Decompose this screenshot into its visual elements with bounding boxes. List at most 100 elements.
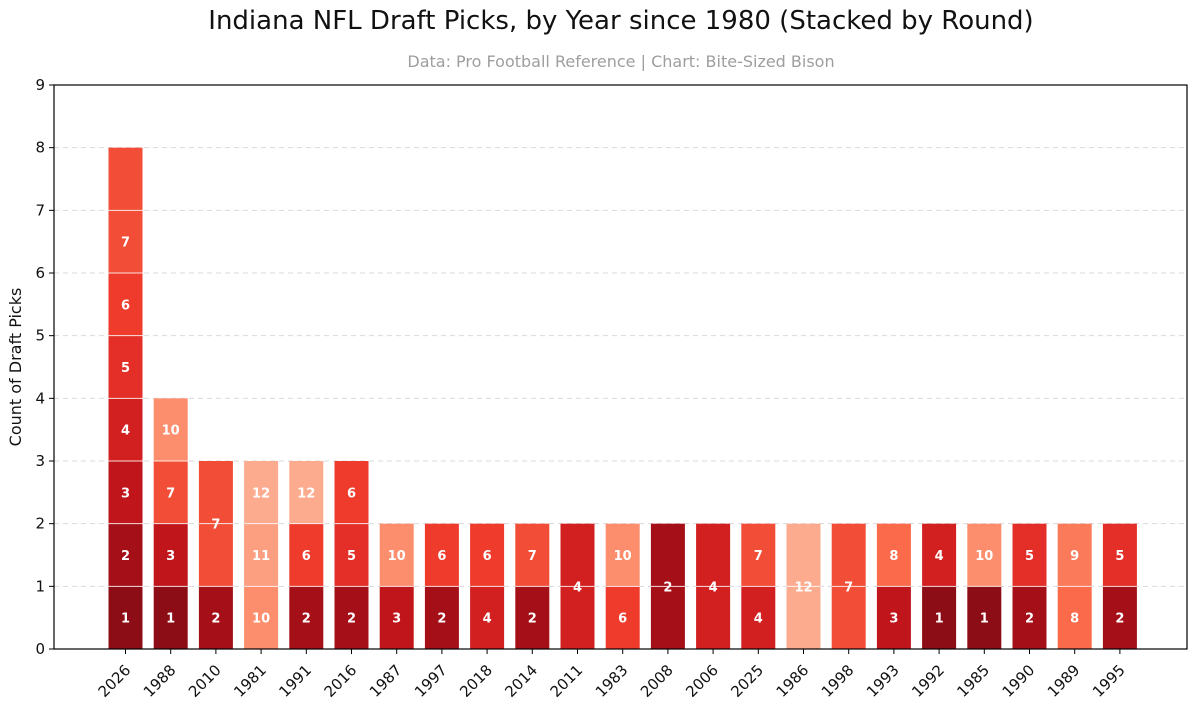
bar-segment: [1012, 586, 1047, 649]
bar-segment: [244, 461, 279, 524]
segment-label: 5: [347, 549, 356, 564]
segment-label: 6: [302, 549, 311, 564]
segment-label: 4: [121, 424, 130, 439]
segment-label: 1: [980, 612, 989, 627]
x-tick-label: 1983: [592, 661, 632, 701]
bar-segment: [424, 523, 459, 587]
segment-label: 6: [121, 298, 130, 313]
bar-segment: [153, 398, 188, 461]
x-tick-label: 1995: [1089, 661, 1129, 701]
y-tick-label: 7: [35, 201, 45, 219]
bar-segment: [515, 586, 550, 649]
bar-segment: [289, 461, 324, 524]
bar-segment: [1057, 523, 1092, 587]
x-tick-label: 1997: [411, 661, 451, 701]
segment-label: 7: [844, 580, 853, 595]
bar-segment: [470, 586, 505, 649]
x-tick-label: 1981: [230, 661, 270, 701]
bars: [108, 147, 1137, 649]
segment-label: 7: [166, 486, 175, 501]
bar-segment: [1057, 586, 1092, 649]
x-tick-label: 1987: [366, 661, 406, 701]
x-tick-label: 2014: [501, 661, 541, 701]
y-tick-label: 5: [35, 327, 45, 345]
bar-segment: [108, 273, 143, 336]
plot-frame: [53, 84, 1188, 650]
bar-segment: [379, 586, 414, 649]
bar-segment: [967, 523, 1002, 587]
segment-label: 10: [614, 549, 632, 564]
segment-label: 1: [935, 612, 944, 627]
segment-label: 2: [347, 612, 356, 627]
y-tick-label: 6: [35, 264, 45, 282]
x-tick-label: 1989: [1044, 661, 1084, 701]
segment-label: 2: [121, 549, 130, 564]
y-tick-label: 3: [35, 452, 45, 470]
segment-label: 3: [166, 549, 175, 564]
x-tick-label: 2018: [456, 661, 496, 701]
x-tick-label: 1986: [773, 661, 813, 701]
segment-label: 4: [573, 580, 582, 595]
bar-segment: [244, 586, 279, 649]
segment-label: 4: [754, 612, 763, 627]
bar-segment: [741, 586, 776, 649]
y-axis: 0 1 2 3 4 5 6 7 8 9: [35, 76, 54, 658]
bar-segment: [153, 523, 188, 587]
bar-segment: [1102, 586, 1137, 649]
bar-segment: [831, 586, 866, 649]
segment-label: 7: [528, 549, 537, 564]
segment-label: 2: [437, 612, 446, 627]
segment-label: 6: [347, 486, 356, 501]
bar-segment: [334, 586, 369, 649]
segment-label: 6: [483, 549, 492, 564]
y-tick-label: 4: [35, 389, 45, 407]
segment-label: 2: [302, 612, 311, 627]
bar-segment: [108, 586, 143, 649]
bar-segment: [198, 461, 233, 524]
segment-label: 3: [889, 612, 898, 627]
x-tick-label: 2011: [547, 661, 587, 701]
segment-label: 8: [1070, 612, 1079, 627]
segment-label: 7: [121, 236, 130, 251]
segment-label: 12: [297, 486, 315, 501]
y-tick-label: 0: [35, 640, 45, 658]
segment-label: 9: [1070, 549, 1079, 564]
bar-segment: [605, 586, 640, 649]
segment-label: 5: [121, 361, 130, 376]
x-tick-label: 1990: [999, 661, 1039, 701]
bar-segment: [379, 523, 414, 587]
y-tick-label: 2: [35, 515, 45, 533]
bar-segment: [1012, 523, 1047, 587]
segment-label: 4: [935, 549, 944, 564]
bar-segment: [108, 335, 143, 399]
bar-segment: [153, 461, 188, 524]
x-tick-label: 2026: [95, 661, 135, 701]
segment-label: 5: [1115, 549, 1124, 564]
bar-segment: [108, 523, 143, 587]
segment-label: 7: [211, 518, 220, 533]
segment-label: 2: [663, 580, 672, 595]
bar-segment: [424, 586, 459, 649]
bar-segment: [786, 586, 821, 649]
y-tick-label: 1: [35, 577, 45, 595]
bar-segment: [831, 523, 866, 587]
x-tick-label: 1988: [140, 661, 180, 701]
bar-segment: [108, 210, 143, 273]
segment-label: 2: [528, 612, 537, 627]
segment-label: 4: [483, 612, 492, 627]
bar-segment: [515, 523, 550, 587]
segment-label: 3: [392, 612, 401, 627]
bar-segment: [108, 398, 143, 461]
x-tick-label: 1991: [275, 661, 315, 701]
bar-segment: [108, 147, 143, 211]
segment-label: 1: [121, 612, 130, 627]
x-tick-label: 1992: [908, 661, 948, 701]
segment-label: 10: [975, 549, 993, 564]
segment-labels: 1234567137102710111226122563102646274610…: [121, 236, 1124, 627]
x-tick-label: 2006: [682, 661, 722, 701]
bar-segment: [696, 523, 731, 587]
segment-label: 8: [889, 549, 898, 564]
segment-label: 10: [162, 424, 180, 439]
bar-segment: [198, 523, 233, 587]
